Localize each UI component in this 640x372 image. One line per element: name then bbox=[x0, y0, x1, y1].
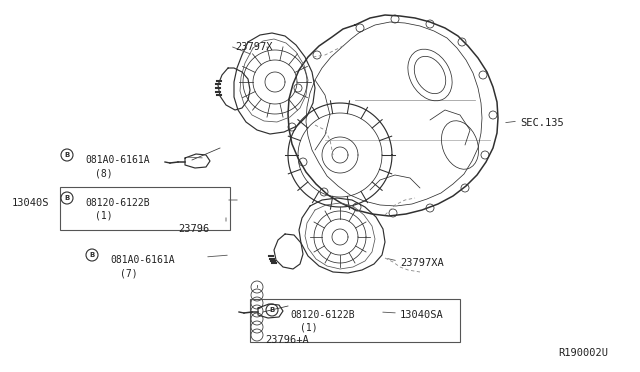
Text: SEC.135: SEC.135 bbox=[520, 118, 564, 128]
Text: 08120-6122B: 08120-6122B bbox=[85, 198, 150, 208]
Text: B: B bbox=[269, 307, 275, 313]
Text: 23796: 23796 bbox=[178, 224, 209, 234]
Bar bbox=[60, 187, 230, 230]
Circle shape bbox=[61, 192, 73, 204]
Text: (1): (1) bbox=[95, 211, 113, 221]
Text: (8): (8) bbox=[95, 168, 113, 178]
Text: (7): (7) bbox=[120, 268, 138, 278]
Text: 081A0-6161A: 081A0-6161A bbox=[110, 255, 175, 265]
Bar bbox=[250, 299, 460, 342]
Text: B: B bbox=[90, 252, 95, 258]
Text: B: B bbox=[65, 195, 70, 201]
Circle shape bbox=[86, 249, 98, 261]
Text: B: B bbox=[65, 152, 70, 158]
Text: 23797XA: 23797XA bbox=[400, 258, 444, 268]
Circle shape bbox=[266, 304, 278, 316]
Text: 23797X: 23797X bbox=[235, 42, 273, 52]
Text: (1): (1) bbox=[300, 323, 317, 333]
Text: 081A0-6161A: 081A0-6161A bbox=[85, 155, 150, 165]
Text: 13040S: 13040S bbox=[12, 198, 49, 208]
Text: 13040SA: 13040SA bbox=[400, 310, 444, 320]
Text: R190002U: R190002U bbox=[558, 348, 608, 358]
Circle shape bbox=[61, 149, 73, 161]
Text: 08120-6122B: 08120-6122B bbox=[290, 310, 355, 320]
Text: 23796+A: 23796+A bbox=[265, 335, 308, 345]
